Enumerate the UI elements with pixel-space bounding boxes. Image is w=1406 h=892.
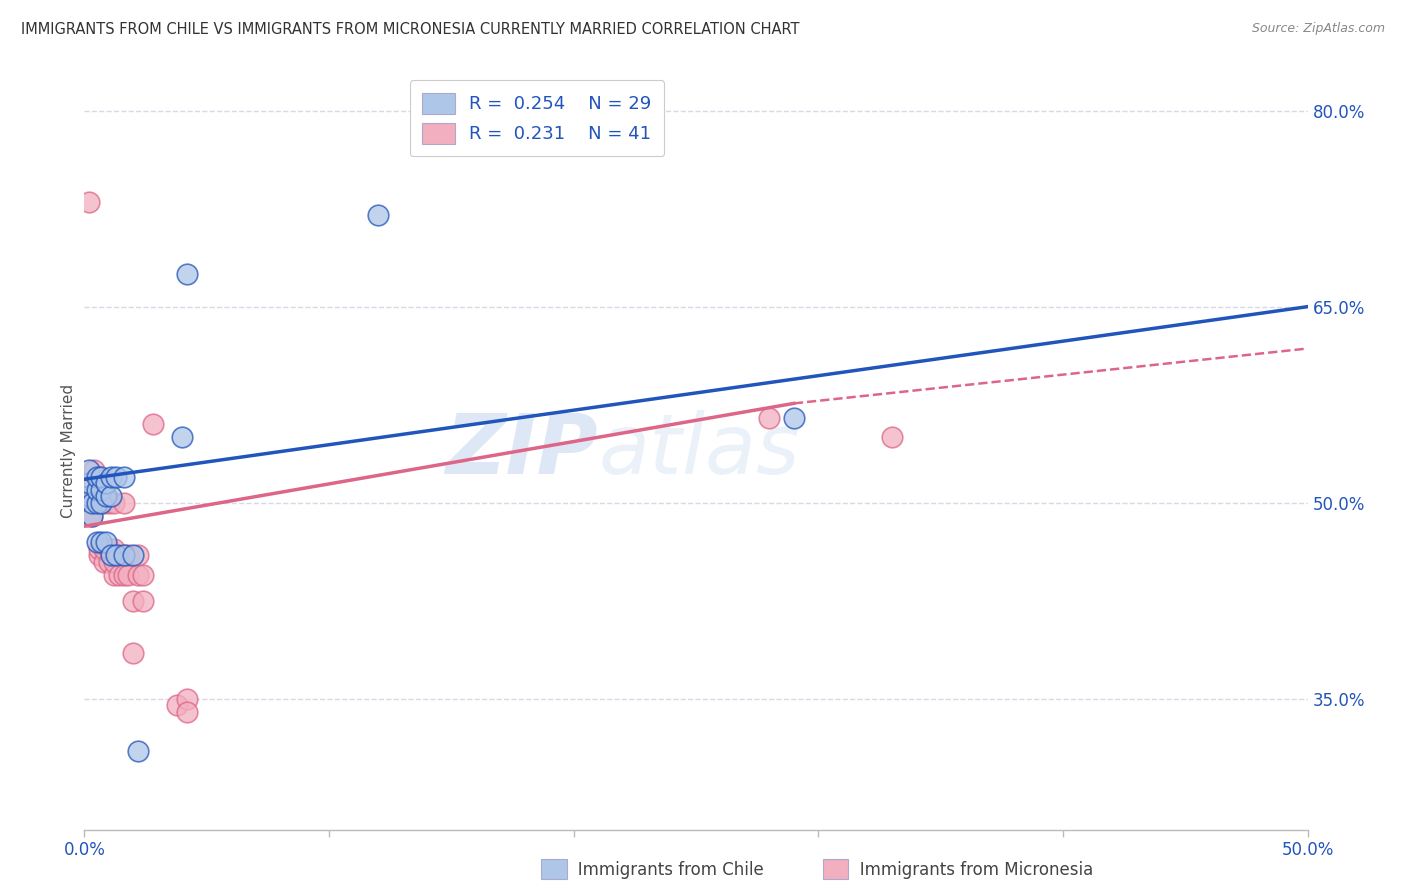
Point [105, 548, 128, 562]
Point [117, 548, 139, 562]
Point [112, 496, 135, 510]
Point [93, 555, 115, 569]
Point [83, 476, 105, 491]
Point [176, 691, 198, 706]
Point [90, 496, 112, 510]
Point [86, 496, 108, 510]
Point [367, 208, 389, 222]
Point [96, 476, 118, 491]
Point [96, 489, 118, 503]
Point [77, 489, 100, 503]
Point [127, 567, 149, 582]
Point [122, 646, 145, 660]
Y-axis label: Currently Married: Currently Married [60, 384, 76, 517]
Point [103, 555, 125, 569]
Point [87, 541, 110, 556]
Point [172, 430, 194, 444]
Point [86, 535, 108, 549]
Point [112, 548, 135, 562]
Point [112, 567, 135, 582]
Point [80, 508, 103, 523]
Point [80, 489, 103, 503]
Point [112, 548, 135, 562]
Text: atlas: atlas [598, 410, 800, 491]
Text: Source: ZipAtlas.com: Source: ZipAtlas.com [1251, 22, 1385, 36]
Point [80, 508, 103, 523]
Point [83, 463, 105, 477]
Point [176, 705, 198, 719]
Point [132, 567, 155, 582]
Point [103, 496, 125, 510]
Point [96, 535, 118, 549]
Text: ZIP: ZIP [446, 410, 598, 491]
Point [77, 476, 100, 491]
Point [100, 469, 122, 483]
Point [142, 417, 165, 432]
Point [97, 555, 120, 569]
Point [783, 410, 806, 425]
Point [166, 698, 188, 713]
Point [132, 594, 155, 608]
Point [90, 469, 112, 483]
Text: Immigrants from Chile: Immigrants from Chile [562, 861, 763, 879]
Point [87, 548, 110, 562]
Point [103, 567, 125, 582]
Point [93, 541, 115, 556]
Point [86, 469, 108, 483]
Point [90, 535, 112, 549]
Point [176, 267, 198, 281]
Point [103, 541, 125, 556]
Point [97, 541, 120, 556]
Point [127, 548, 149, 562]
Point [127, 744, 149, 758]
Point [117, 567, 139, 582]
Point [122, 594, 145, 608]
Point [100, 489, 122, 503]
Point [107, 567, 129, 582]
Point [77, 463, 100, 477]
Point [83, 489, 105, 503]
Point [90, 483, 112, 497]
Point [100, 548, 122, 562]
Point [93, 496, 115, 510]
Point [105, 469, 128, 483]
Point [93, 483, 115, 497]
Point [86, 483, 108, 497]
Point [77, 508, 100, 523]
Point [107, 548, 129, 562]
Point [758, 410, 780, 425]
Text: Immigrants from Micronesia: Immigrants from Micronesia [844, 861, 1092, 879]
Point [77, 195, 100, 210]
Point [880, 430, 903, 444]
Point [87, 469, 110, 483]
Point [97, 496, 120, 510]
Legend: R =  0.254    N = 29, R =  0.231    N = 41: R = 0.254 N = 29, R = 0.231 N = 41 [409, 80, 664, 156]
Point [122, 548, 145, 562]
Text: IMMIGRANTS FROM CHILE VS IMMIGRANTS FROM MICRONESIA CURRENTLY MARRIED CORRELATIO: IMMIGRANTS FROM CHILE VS IMMIGRANTS FROM… [21, 22, 800, 37]
Point [112, 469, 135, 483]
Point [87, 496, 110, 510]
Point [80, 496, 103, 510]
